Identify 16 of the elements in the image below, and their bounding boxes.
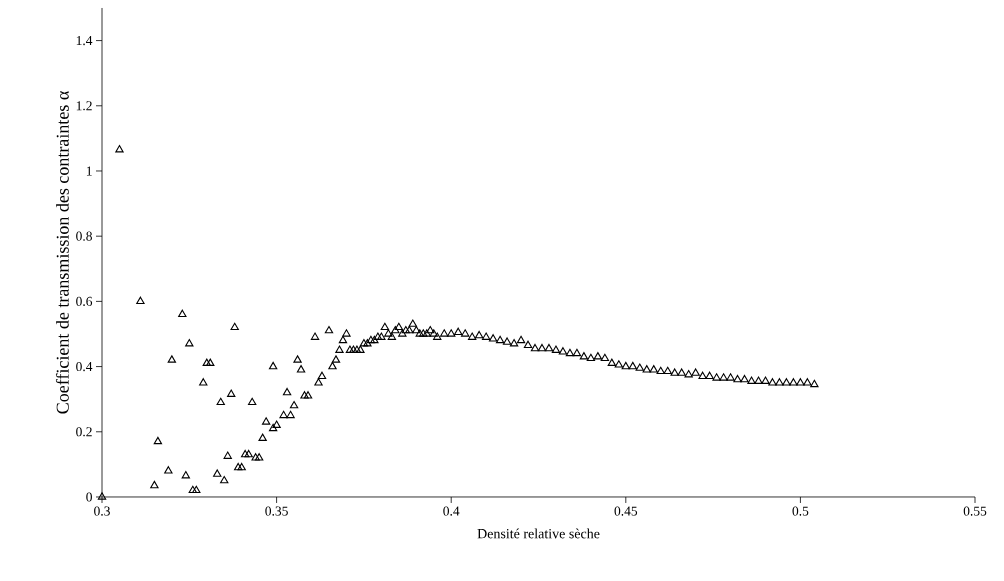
x-tick-label: 0.45 — [614, 506, 638, 516]
y-tick-label: 0.4 — [76, 361, 93, 372]
y-tick-label: 0.6 — [76, 296, 93, 306]
y-tick-label: 1 — [86, 166, 92, 176]
y-tick-label: 1.4 — [76, 36, 93, 46]
x-tick-label: 0.35 — [265, 506, 288, 516]
x-tick-label: 0.4 — [443, 506, 460, 516]
x-tick-label: 0.5 — [792, 506, 809, 516]
y-axis-title: Coefficient de transmission des contraintes α — [55, 91, 69, 414]
x-axis-title: Densité relative sèche — [477, 528, 600, 539]
y-tick-label: 1.2 — [76, 101, 92, 111]
x-tick-label: 0.3 — [94, 506, 110, 516]
x-tick-label: 0.55 — [963, 506, 987, 516]
y-tick-label: 0.2 — [76, 427, 92, 437]
y-tick-label: 0 — [86, 492, 92, 502]
y-tick-label: 0.8 — [76, 231, 92, 241]
